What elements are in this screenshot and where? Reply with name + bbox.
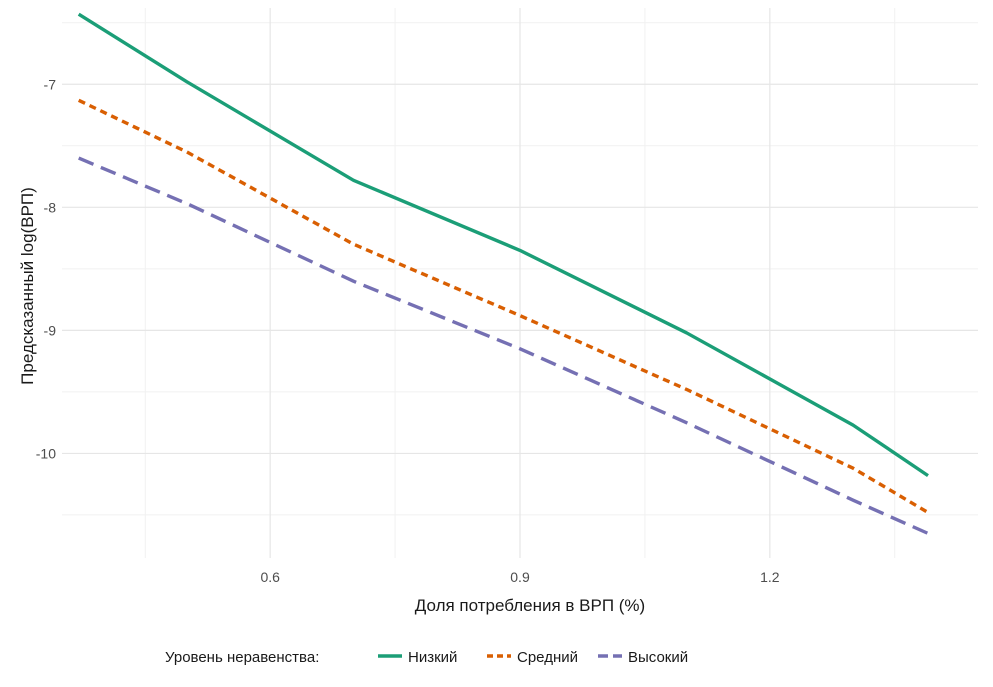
x-tick-label: 0.6: [260, 569, 280, 585]
y-tick-label: -9: [44, 322, 57, 338]
x-axis-ticks: 0.6 0.9 1.2: [260, 569, 779, 585]
series-line-2: [77, 98, 929, 514]
legend-label-3: Высокий: [628, 649, 688, 666]
series-line-1: [77, 12, 929, 478]
y-tick-label: -8: [44, 199, 57, 215]
y-axis-ticks: -7 -8 -9 -10: [36, 76, 56, 461]
grid-major: [62, 8, 978, 558]
x-tick-label: 1.2: [760, 569, 780, 585]
y-tick-label: -10: [36, 445, 56, 461]
y-tick-label: -7: [44, 76, 57, 92]
legend-title: Уровень неравенства:: [165, 649, 319, 666]
series-layer: [77, 12, 929, 535]
legend: Уровень неравенства: Низкий Средний Высоки…: [165, 649, 688, 666]
legend-label-2: Средний: [517, 649, 578, 666]
legend-label-1: Низкий: [408, 649, 457, 666]
series-line-3: [78, 156, 929, 535]
x-axis-title: Доля потребления в ВРП (%): [415, 596, 645, 615]
y-axis-title: Предсказанный log(ВРП): [18, 187, 37, 385]
x-tick-label: 0.9: [510, 569, 530, 585]
